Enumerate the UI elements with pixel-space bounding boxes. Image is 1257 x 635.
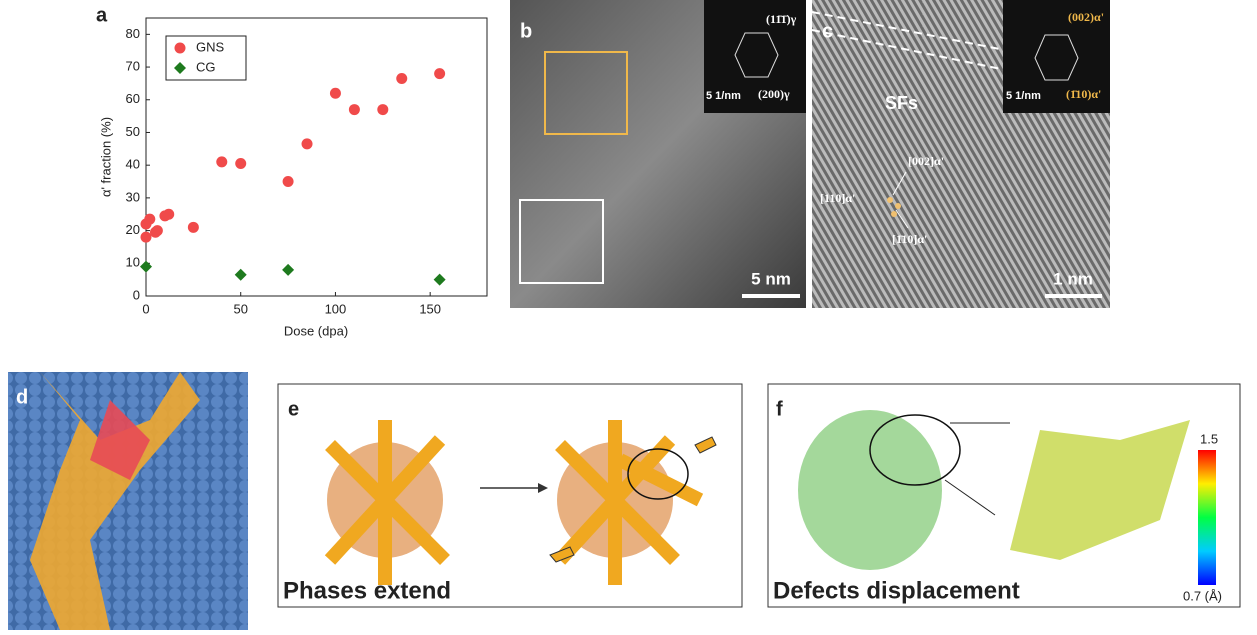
panel-label: f bbox=[776, 398, 783, 420]
x-tick-label: 50 bbox=[233, 301, 247, 316]
data-point bbox=[140, 260, 152, 273]
data-point bbox=[433, 273, 446, 286]
plane bbox=[324, 420, 450, 585]
colorbar bbox=[1198, 450, 1216, 585]
panel-f: f Defects displacement 1.5 0.7 (Å) bbox=[767, 383, 1241, 608]
fft-hexagon bbox=[1034, 34, 1079, 81]
scale-label: 1 nm bbox=[1053, 269, 1093, 288]
colorbar-label: 0.7 (Å) bbox=[1183, 588, 1222, 603]
data-point bbox=[282, 263, 295, 276]
atom-marker bbox=[891, 211, 897, 217]
data-point bbox=[348, 104, 360, 116]
arrow bbox=[944, 479, 996, 516]
x-tick-label: 100 bbox=[325, 301, 347, 316]
y-tick-label: 10 bbox=[126, 255, 140, 270]
dashed-line bbox=[811, 11, 1031, 56]
plane bbox=[554, 420, 704, 585]
annotation: SFs bbox=[885, 93, 918, 113]
highlight-box bbox=[544, 51, 628, 135]
caption: Defects displacement bbox=[773, 577, 1020, 604]
y-tick-label: 30 bbox=[126, 189, 140, 204]
y-tick-label: 50 bbox=[126, 124, 140, 139]
highlight-ellipse bbox=[869, 414, 961, 486]
cluster-detail bbox=[1010, 420, 1190, 560]
arrow-head bbox=[694, 436, 717, 454]
panel-label: d bbox=[16, 386, 28, 408]
fft-scale: 5 1/nm bbox=[706, 90, 741, 102]
y-axis-title: α' fraction (%) bbox=[98, 117, 113, 197]
fft-inset bbox=[704, 0, 806, 113]
fft-label: (1̄10)α' bbox=[1066, 87, 1101, 101]
direction-label: [110]α' bbox=[820, 191, 855, 205]
x-axis-title: Dose (dpa) bbox=[284, 323, 348, 338]
y-tick-label: 80 bbox=[126, 26, 140, 41]
panel-d: d bbox=[8, 372, 248, 630]
fft-scale: 5 1/nm bbox=[1006, 90, 1041, 102]
data-point bbox=[396, 73, 408, 85]
fft-label: (002)α' bbox=[1068, 10, 1104, 24]
atom-marker bbox=[887, 197, 893, 203]
arrow bbox=[895, 209, 909, 229]
fft-label: (200)γ bbox=[758, 87, 790, 101]
y-tick-label: 60 bbox=[126, 91, 140, 106]
arrow bbox=[892, 171, 907, 196]
data-point bbox=[216, 156, 228, 168]
data-point bbox=[434, 68, 446, 80]
highlight-box bbox=[519, 199, 604, 284]
legend-label: GNS bbox=[196, 39, 225, 54]
panel-a: a Dose (dpa) α' fraction (%) 0 10 20 30 40 50… bbox=[96, 4, 488, 338]
phase-region bbox=[90, 400, 150, 480]
data-point bbox=[282, 176, 294, 188]
data-point bbox=[151, 225, 163, 237]
plot-frame bbox=[145, 17, 488, 297]
data-point bbox=[174, 42, 186, 54]
panel-label: b bbox=[520, 20, 532, 42]
panel-label: c bbox=[822, 20, 833, 42]
data-point bbox=[144, 213, 156, 225]
cluster bbox=[798, 410, 942, 570]
panel-b: b (11̄1̄)γ (200)γ 5 1/nm 5 nm bbox=[510, 0, 806, 308]
data-point bbox=[163, 208, 175, 220]
y-tick-label: 0 bbox=[133, 287, 140, 302]
data-point bbox=[187, 221, 199, 233]
fft-label: (11̄1̄)γ bbox=[766, 12, 797, 26]
data-point bbox=[235, 158, 247, 170]
atom-marker bbox=[895, 203, 901, 209]
data-point bbox=[234, 268, 247, 281]
caption: Phases extend bbox=[283, 577, 451, 604]
y-tick-label: 20 bbox=[126, 222, 140, 237]
y-tick-label: 40 bbox=[126, 157, 140, 172]
highlight-ellipse bbox=[627, 448, 689, 500]
panel-e: e Phases extend bbox=[277, 383, 743, 608]
y-tick-label: 70 bbox=[126, 58, 140, 73]
panel-label: a bbox=[96, 4, 108, 26]
direction-label: [1̄10]α' bbox=[892, 232, 927, 246]
dashed-line bbox=[811, 29, 1031, 76]
data-point bbox=[377, 104, 389, 116]
fft-hexagon bbox=[734, 32, 779, 78]
data-point bbox=[301, 138, 313, 150]
arrow-head bbox=[538, 483, 548, 493]
fft-inset bbox=[1003, 0, 1110, 113]
colorbar-label: 1.5 bbox=[1200, 431, 1218, 446]
legend-label: CG bbox=[196, 59, 216, 74]
data-point bbox=[140, 231, 152, 243]
x-tick-label: 150 bbox=[419, 301, 441, 316]
data-point bbox=[174, 62, 186, 74]
data-point bbox=[329, 87, 341, 99]
panel-label: e bbox=[288, 398, 299, 420]
scale-label: 5 nm bbox=[751, 269, 791, 288]
x-tick-label: 0 bbox=[142, 301, 149, 316]
direction-label: [002]α' bbox=[908, 154, 944, 168]
panel-c: c (002)α' (1̄10)α' 5 1/nm SFs [002]α' [1… bbox=[811, 0, 1110, 308]
phase-region bbox=[30, 372, 200, 630]
arrow-head bbox=[549, 546, 575, 563]
